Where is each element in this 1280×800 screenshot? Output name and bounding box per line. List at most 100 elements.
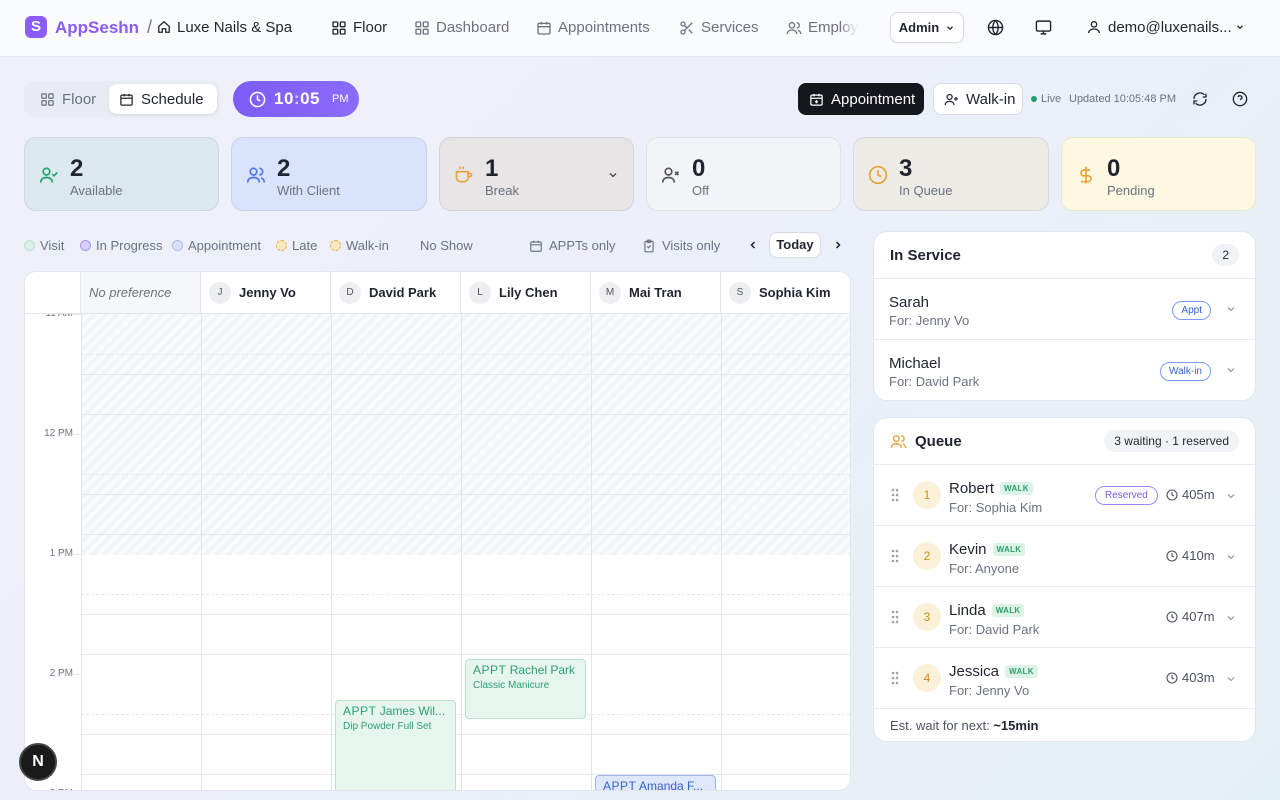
nav-floor[interactable]: Floor (331, 19, 387, 36)
time-label: 12 PM (44, 428, 73, 439)
chevron-down-icon[interactable] (1225, 490, 1237, 502)
monitor-icon[interactable] (1035, 19, 1052, 36)
stat-card-off: 0 Off (646, 137, 841, 211)
grid-line (81, 354, 850, 355)
appointment-block-james-wil[interactable]: APPT James Wil... Dip Powder Full Set (335, 700, 456, 790)
role-select[interactable]: Admin (890, 12, 964, 43)
column-divider (591, 314, 592, 790)
column-divider (461, 314, 462, 790)
today-button[interactable]: Today (769, 232, 821, 258)
chevron-down-icon[interactable] (1225, 673, 1237, 685)
chevron-down-icon[interactable] (1225, 303, 1237, 315)
client-name: Michael (889, 355, 941, 372)
appointment-block-amanda[interactable]: APPT Amanda F... (595, 775, 716, 790)
grid-line (81, 494, 850, 495)
user-icon[interactable] (1086, 19, 1102, 35)
stat-card-break[interactable]: 1 Break (439, 137, 634, 211)
staff-name: Sophia Kim (759, 285, 831, 300)
calendar-icon (537, 21, 551, 35)
grid-line (81, 734, 850, 735)
appointment-block-rachel-park[interactable]: APPT Rachel Park Classic Manicure (465, 659, 586, 719)
nav-appointments-label: Appointments (558, 19, 650, 36)
stat-label: Off (692, 183, 710, 198)
wait-time: 403m (1166, 670, 1215, 685)
stat-label: In Queue (899, 183, 953, 198)
chevron-left-icon[interactable] (747, 238, 759, 252)
column-divider (201, 314, 202, 790)
chevron-right-icon[interactable] (832, 238, 844, 252)
queue-row[interactable]: 2 Kevin WALK For: Anyone 410m (874, 526, 1255, 587)
queue-row[interactable]: 1 Robert WALK For: Sophia Kim Reserved 40… (874, 465, 1255, 526)
time-tick (73, 554, 81, 555)
clock-icon (1166, 549, 1178, 562)
client-for: For: David Park (949, 622, 1040, 637)
stat-value: 3 (899, 155, 913, 182)
brand-name[interactable]: AppSeshn (55, 18, 140, 37)
queue-position: 4 (913, 664, 941, 692)
new-appointment-button[interactable]: Appointment (798, 83, 924, 115)
appts-only-label: APPTs only (549, 238, 616, 253)
stat-value: 0 (1107, 155, 1121, 182)
calendar-icon (530, 240, 542, 252)
chevron-down-icon[interactable] (1235, 22, 1245, 32)
walk-in-button[interactable]: Walk-in (933, 83, 1023, 115)
chevron-down-icon[interactable] (1225, 364, 1237, 376)
help-icon[interactable] (1232, 91, 1248, 107)
chevron-down-icon[interactable] (607, 169, 619, 181)
floating-assistant-button[interactable]: N (19, 743, 57, 781)
stat-label: Break (485, 183, 519, 198)
user-x-icon (661, 165, 681, 185)
estimated-wait: Est. wait for next: ~15min (890, 718, 1039, 733)
clock-time: 10:05 (274, 89, 321, 108)
wait-time-value: 405m (1182, 487, 1215, 502)
nav-dashboard[interactable]: Dashboard (414, 19, 509, 36)
nav-appointments[interactable]: Appointments (536, 19, 650, 36)
user-check-icon (39, 165, 59, 185)
grid-line (81, 594, 850, 595)
view-schedule-button[interactable]: Schedule (109, 84, 217, 114)
legend-appointment: Appointment (172, 238, 261, 253)
globe-icon[interactable] (987, 19, 1004, 36)
chevron-down-icon[interactable] (1225, 551, 1237, 563)
in-service-row[interactable]: Michael For: David Park Walk-in (874, 340, 1255, 400)
drag-handle-icon[interactable] (891, 549, 899, 563)
column-divider (331, 314, 332, 790)
queue-row[interactable]: 4 Jessica WALK For: Jenny Vo 403m (874, 648, 1255, 709)
view-toggle: Floor Schedule (24, 81, 220, 117)
user-email[interactable]: demo@luxenails... (1108, 19, 1232, 36)
stat-card-pending: 0 Pending (1061, 137, 1256, 211)
queue-position: 1 (913, 481, 941, 509)
client-for: For: Jenny Vo (949, 683, 1030, 698)
grid-line (81, 414, 850, 415)
refresh-icon[interactable] (1192, 91, 1208, 107)
reserved-badge: Reserved (1095, 486, 1158, 505)
client-for: For: David Park (889, 374, 980, 389)
appointment-service: Dip Powder Full Set (343, 721, 432, 732)
appts-only-filter[interactable]: APPTs only (529, 238, 615, 253)
view-schedule-label: Schedule (141, 90, 204, 108)
nav-services[interactable]: Services (679, 19, 759, 36)
grid-line (81, 534, 850, 535)
drag-handle-icon[interactable] (891, 610, 899, 624)
clock-ampm: PM (332, 93, 349, 105)
in-service-row[interactable]: Sarah For: Jenny Vo Appt (874, 279, 1255, 340)
current-time-display: 10:05 PM (233, 81, 359, 117)
nav-dashboard-label: Dashboard (436, 19, 510, 36)
nav-floor-label: Floor (353, 19, 388, 36)
drag-handle-icon[interactable] (891, 671, 899, 685)
view-floor-button[interactable]: Floor (30, 84, 106, 114)
visits-only-filter[interactable]: Visits only (642, 238, 720, 253)
queue-row[interactable]: 3 Linda WALK For: David Park 407m (874, 587, 1255, 648)
app-logo[interactable]: S (25, 16, 47, 38)
salon-name[interactable]: Luxe Nails & Spa (177, 19, 293, 36)
client-for: For: Sophia Kim (949, 500, 1043, 515)
nav-employees[interactable]: Employ (786, 19, 858, 36)
chevron-down-icon[interactable] (1225, 612, 1237, 624)
users-icon (246, 165, 266, 185)
stat-card-with-client: 2 With Client (231, 137, 427, 211)
legend-swatch (24, 240, 35, 251)
stat-label: Available (70, 183, 123, 198)
drag-handle-icon[interactable] (891, 488, 899, 502)
grid-icon (41, 92, 54, 106)
avatar: S (729, 281, 751, 304)
